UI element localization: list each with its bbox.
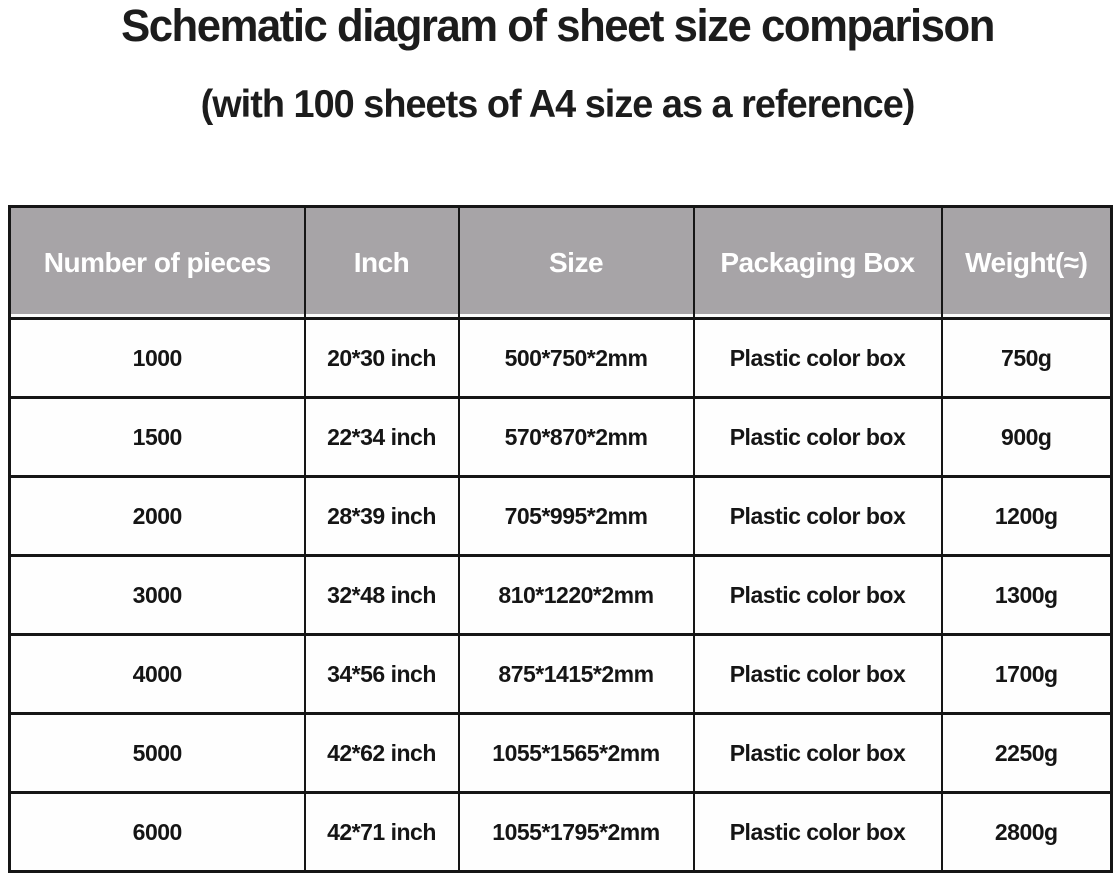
- table-row: 2000 28*39 inch 705*995*2mm Plastic color b…: [8, 475, 1113, 557]
- cell-weight: 1300g: [940, 554, 1113, 636]
- cell-size: 875*1415*2mm: [457, 633, 695, 715]
- cell-inch: 42*71 inch: [303, 791, 460, 873]
- table-header: Number of pieces Inch Size Packaging Box Wei…: [8, 205, 1113, 320]
- cell-pieces: 2000: [8, 475, 306, 557]
- column-header-2: Size: [457, 205, 695, 320]
- cell-box: Plastic color box: [692, 712, 943, 794]
- page-subtitle: (with 100 sheets of A4 size as a referen…: [200, 83, 916, 127]
- cell-inch: 22*34 inch: [303, 396, 460, 478]
- cell-size: 810*1220*2mm: [457, 554, 695, 636]
- cell-pieces: 1000: [8, 317, 306, 399]
- table-row: 6000 42*71 inch 1055*1795*2mm Plastic color…: [8, 791, 1113, 873]
- cell-inch: 34*56 inch: [303, 633, 460, 715]
- cell-weight: 750g: [940, 317, 1113, 399]
- cell-inch: 42*62 inch: [303, 712, 460, 794]
- cell-box: Plastic color box: [692, 317, 943, 399]
- cell-pieces: 5000: [8, 712, 306, 794]
- cell-size: 500*750*2mm: [457, 317, 695, 399]
- table-header-row: Number of pieces Inch Size Packaging Box Wei…: [8, 205, 1113, 320]
- cell-size: 570*870*2mm: [457, 396, 695, 478]
- table-row: 4000 34*56 inch 875*1415*2mm Plastic color …: [8, 633, 1113, 715]
- cell-inch: 32*48 inch: [303, 554, 460, 636]
- page-title: Schematic diagram of sheet size comparis…: [121, 0, 995, 51]
- cell-size: 1055*1565*2mm: [457, 712, 695, 794]
- column-header-0: Number of pieces: [8, 205, 306, 320]
- cell-weight: 900g: [940, 396, 1113, 478]
- cell-inch: 20*30 inch: [303, 317, 460, 399]
- cell-weight: 1200g: [940, 475, 1113, 557]
- cell-box: Plastic color box: [692, 475, 943, 557]
- column-header-4: Weight(≈): [940, 205, 1113, 320]
- table-row: 3000 32*48 inch 810*1220*2mm Plastic color …: [8, 554, 1113, 636]
- cell-size: 1055*1795*2mm: [457, 791, 695, 873]
- column-header-3: Packaging Box: [692, 205, 943, 320]
- sheet-size-table: Number of pieces Inch Size Packaging Box Wei…: [8, 205, 1113, 873]
- cell-pieces: 4000: [8, 633, 306, 715]
- table-row: 5000 42*62 inch 1055*1565*2mm Plastic color…: [8, 712, 1113, 794]
- cell-weight: 2250g: [940, 712, 1113, 794]
- cell-box: Plastic color box: [692, 633, 943, 715]
- cell-weight: 1700g: [940, 633, 1113, 715]
- cell-pieces: 6000: [8, 791, 306, 873]
- table-body: 1000 20*30 inch 500*750*2mm Plastic color b…: [8, 317, 1113, 873]
- cell-box: Plastic color box: [692, 554, 943, 636]
- cell-weight: 2800g: [940, 791, 1113, 873]
- table-row: 1000 20*30 inch 500*750*2mm Plastic color b…: [8, 317, 1113, 399]
- cell-box: Plastic color box: [692, 791, 943, 873]
- cell-box: Plastic color box: [692, 396, 943, 478]
- cell-pieces: 3000: [8, 554, 306, 636]
- cell-pieces: 1500: [8, 396, 306, 478]
- column-header-1: Inch: [303, 205, 460, 320]
- cell-inch: 28*39 inch: [303, 475, 460, 557]
- cell-size: 705*995*2mm: [457, 475, 695, 557]
- table-row: 1500 22*34 inch 570*870*2mm Plastic color b…: [8, 396, 1113, 478]
